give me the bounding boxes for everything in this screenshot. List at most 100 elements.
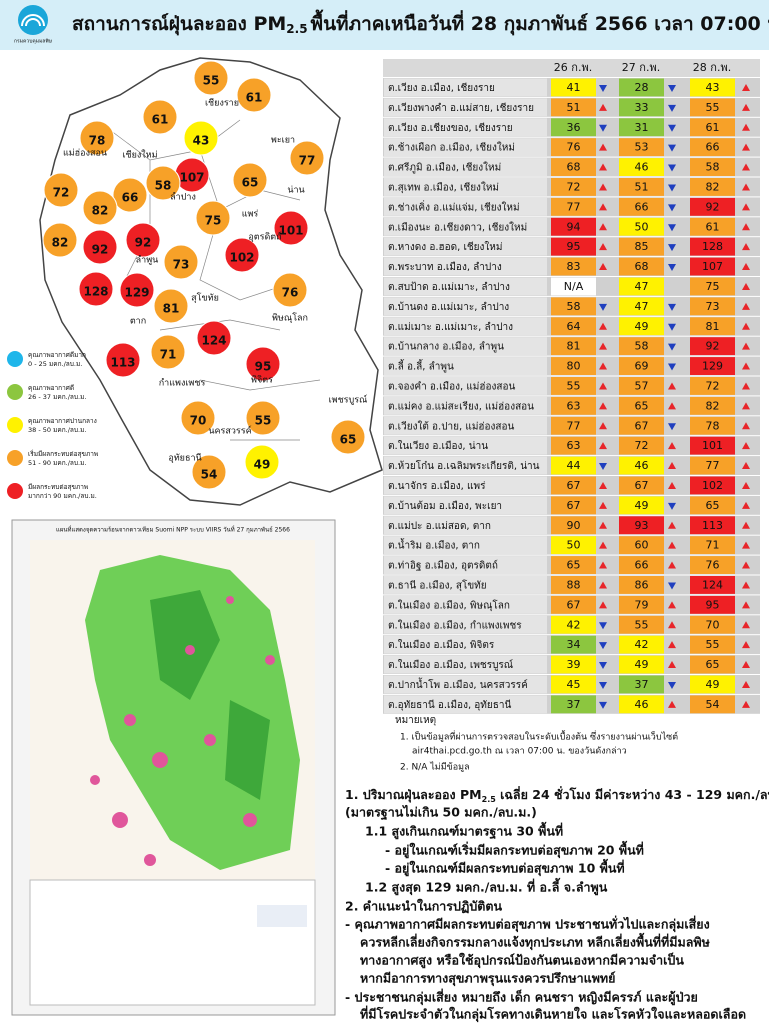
station-cell (384, 317, 547, 336)
value-cell (551, 78, 596, 97)
station-cell (384, 197, 547, 216)
station-cell (384, 416, 547, 435)
value-text: 46 (635, 459, 649, 472)
value-cell (690, 118, 735, 137)
value-cell (551, 396, 596, 415)
value-cell (551, 516, 596, 535)
legend-swatch (7, 483, 23, 499)
map-marker-value: 78 (89, 134, 106, 148)
summary-line: 1. ปริมาณฝุ่นละออง PM2.5 เฉลี่ย 24 ชั่วโ… (345, 786, 769, 804)
trend-down (668, 144, 676, 152)
map-marker (145, 165, 181, 201)
trend-up (599, 581, 607, 589)
value-text: 68 (567, 161, 581, 174)
trend-up (742, 342, 750, 350)
map-marker-value: 61 (152, 113, 169, 127)
value-text: 66 (706, 141, 720, 154)
value-text: 65 (635, 399, 649, 412)
value-cell (551, 456, 596, 475)
map-marker (245, 346, 281, 382)
trend-up (742, 641, 750, 649)
value-text: 102 (702, 479, 723, 492)
value-text: 39 (567, 658, 581, 671)
value-cell (551, 416, 596, 435)
station-name: ต.เวียงพางคำ อ.แม่สาย, เชียงราย (388, 102, 534, 114)
value-text: 50 (567, 539, 581, 552)
station-name: ต.ศรีภูมิ อ.เมือง, เชียงใหม่ (388, 162, 501, 174)
value-text: 82 (706, 399, 720, 412)
value-cell (619, 476, 664, 495)
station-name: ต.หางดง อ.ฮอด, เชียงใหม่ (388, 241, 502, 253)
station-cell (384, 377, 547, 395)
value-text: 86 (635, 578, 649, 591)
map-marker-value: 82 (52, 236, 69, 250)
summary-line: - คุณภาพอากาศมีผลกระทบต่อสุขภาพ ประชาชนท… (345, 916, 710, 933)
value-cell (551, 695, 596, 714)
trend-up (742, 442, 750, 450)
value-text: 51 (567, 101, 581, 114)
trend-up (599, 402, 607, 410)
station-cell (384, 337, 547, 356)
map-marker-value: 55 (255, 414, 272, 428)
value-text: 51 (635, 180, 649, 193)
province-label: สุโขทัย (191, 293, 219, 304)
trend-up (668, 561, 676, 569)
trend-up (742, 481, 750, 489)
value-cell (690, 516, 735, 535)
note-line: air4thai.pcd.go.th ณ เวลา 07:00 น. ของวั… (412, 747, 627, 757)
trend-up (742, 521, 750, 529)
trend-down (599, 642, 607, 650)
value-text: 57 (635, 379, 649, 392)
trend-up (742, 501, 750, 509)
map-marker-value: 92 (92, 243, 109, 257)
trend-up (742, 183, 750, 191)
value-cell (619, 635, 664, 654)
map-marker (180, 400, 216, 436)
value-text: 77 (567, 419, 581, 432)
value-cell (690, 297, 735, 316)
value-cell (690, 436, 735, 455)
map-marker-value: 61 (246, 91, 263, 105)
trend-down (668, 224, 676, 232)
trend-up (742, 203, 750, 211)
map-marker (79, 120, 115, 156)
value-text: 55 (706, 101, 720, 114)
value-cell (551, 377, 596, 395)
map-marker-value: 70 (190, 414, 207, 428)
value-cell (619, 277, 664, 296)
trend-up (668, 541, 676, 549)
province-label: ลำปาง (170, 192, 196, 203)
value-cell (619, 118, 664, 137)
value-cell (690, 178, 735, 196)
gistda-logo (257, 905, 307, 927)
value-text: 80 (567, 360, 581, 373)
legend-range: 51 - 90 มคก./ลบ.ม. (28, 459, 86, 467)
value-text: 82 (706, 180, 720, 193)
station-cell (384, 357, 547, 375)
legend-label: คุณภาพอากาศดี (28, 384, 74, 392)
station-cell (384, 118, 547, 137)
province-label: อุตรดิตถ์ (248, 231, 281, 243)
map-marker-value: 124 (201, 334, 226, 348)
trend-down (668, 582, 676, 590)
map-marker (196, 320, 232, 356)
station-cell (384, 516, 547, 535)
trend-up (599, 481, 607, 489)
value-cell (551, 576, 596, 594)
value-cell (690, 635, 735, 654)
map-marker (43, 172, 79, 208)
value-cell (551, 595, 596, 614)
trend-up (599, 263, 607, 271)
trend-up (742, 561, 750, 569)
value-text: 54 (706, 698, 720, 711)
trend-down (668, 84, 676, 92)
map-marker (193, 60, 229, 96)
map-marker (150, 334, 186, 370)
map-marker-value: 72 (53, 186, 70, 200)
value-cell (619, 576, 664, 594)
value-text: 49 (635, 499, 649, 512)
value-cell (690, 257, 735, 276)
value-text: 78 (706, 419, 720, 432)
trend-up (742, 143, 750, 151)
trend-up (742, 661, 750, 669)
